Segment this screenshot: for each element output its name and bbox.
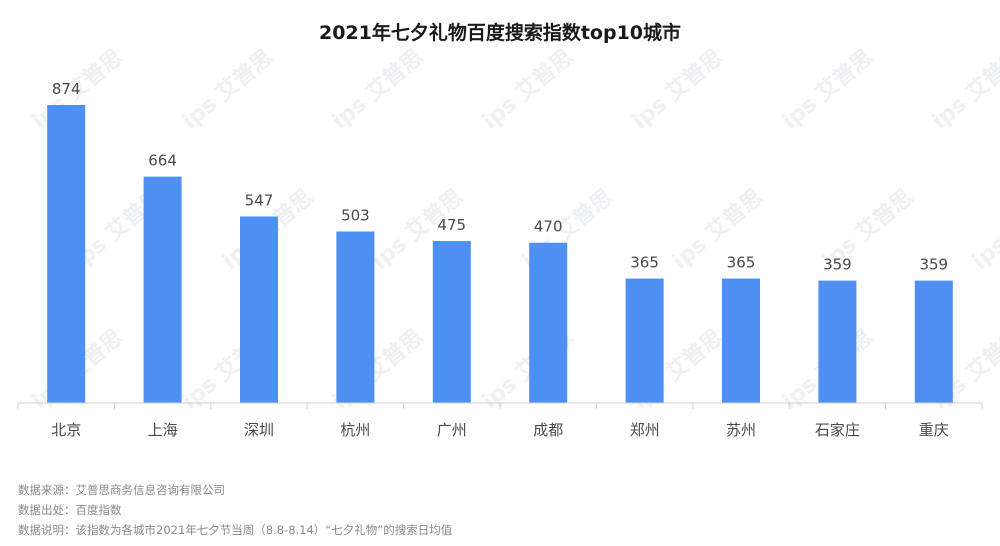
bar-1 [143, 176, 182, 403]
value-label-9: 359 [919, 256, 948, 274]
bar-6 [625, 278, 664, 403]
bar-9 [914, 280, 953, 403]
value-label-5: 470 [534, 218, 563, 236]
watermark-logo: ips 艾普思 [477, 44, 578, 135]
bars-layer [47, 105, 953, 403]
value-labels: 874 664 547 503 475 470 365 365 359 359 [52, 80, 948, 274]
category-label-3: 杭州 [340, 421, 370, 439]
value-label-7: 365 [727, 254, 756, 272]
category-label-8: 石家庄 [815, 421, 860, 439]
value-label-3: 503 [341, 206, 370, 224]
category-label-0: 北京 [51, 421, 81, 439]
bar-4 [432, 241, 471, 403]
chart-title: 2021年七夕礼物百度搜索指数top10城市 [318, 22, 682, 44]
value-label-0: 874 [52, 80, 81, 98]
source-note: 数据来源：艾普思商务信息咨询有限公司 [18, 483, 225, 497]
category-label-4: 广州 [437, 421, 467, 439]
category-label-9: 重庆 [919, 421, 949, 439]
bar-7 [722, 278, 760, 403]
value-label-4: 475 [437, 216, 466, 234]
bar-5 [529, 242, 568, 403]
category-label-7: 苏州 [726, 421, 756, 439]
bar-2 [240, 216, 278, 403]
watermark-logo: ips 艾普思 [777, 44, 878, 135]
bar-3 [336, 231, 375, 403]
footnotes: 数据来源：艾普思商务信息咨询有限公司 数据出处：百度指数 数据说明：该指数为各城… [18, 480, 452, 540]
origin-note: 数据出处：百度指数 [18, 503, 122, 517]
watermark-logo: ips 艾普思 [967, 184, 1000, 275]
watermark-logo: ips 艾普思 [627, 44, 728, 135]
category-label-6: 郑州 [630, 421, 660, 439]
value-label-8: 359 [823, 256, 852, 274]
watermark-logo: ips 艾普思 [177, 44, 278, 135]
watermark-logo: ips 艾普思 [327, 44, 428, 135]
bar-8 [818, 280, 857, 403]
value-label-6: 365 [630, 254, 659, 272]
watermark-logo: ips 艾普思 [927, 44, 1000, 135]
category-label-5: 成都 [533, 421, 563, 439]
bar-0 [47, 105, 86, 403]
description-note: 数据说明：该指数为各城市2021年七夕节当周（8.8-8.14）“七夕礼物”的搜… [18, 523, 453, 537]
value-label-1: 664 [148, 152, 177, 170]
category-label-1: 上海 [148, 421, 178, 439]
category-labels: 北京 上海 深圳 杭州 广州 成都 郑州 苏州 石家庄 重庆 [51, 421, 949, 439]
x-axis-ticks [17, 403, 983, 409]
category-label-2: 深圳 [244, 421, 274, 439]
value-label-2: 547 [245, 191, 274, 209]
